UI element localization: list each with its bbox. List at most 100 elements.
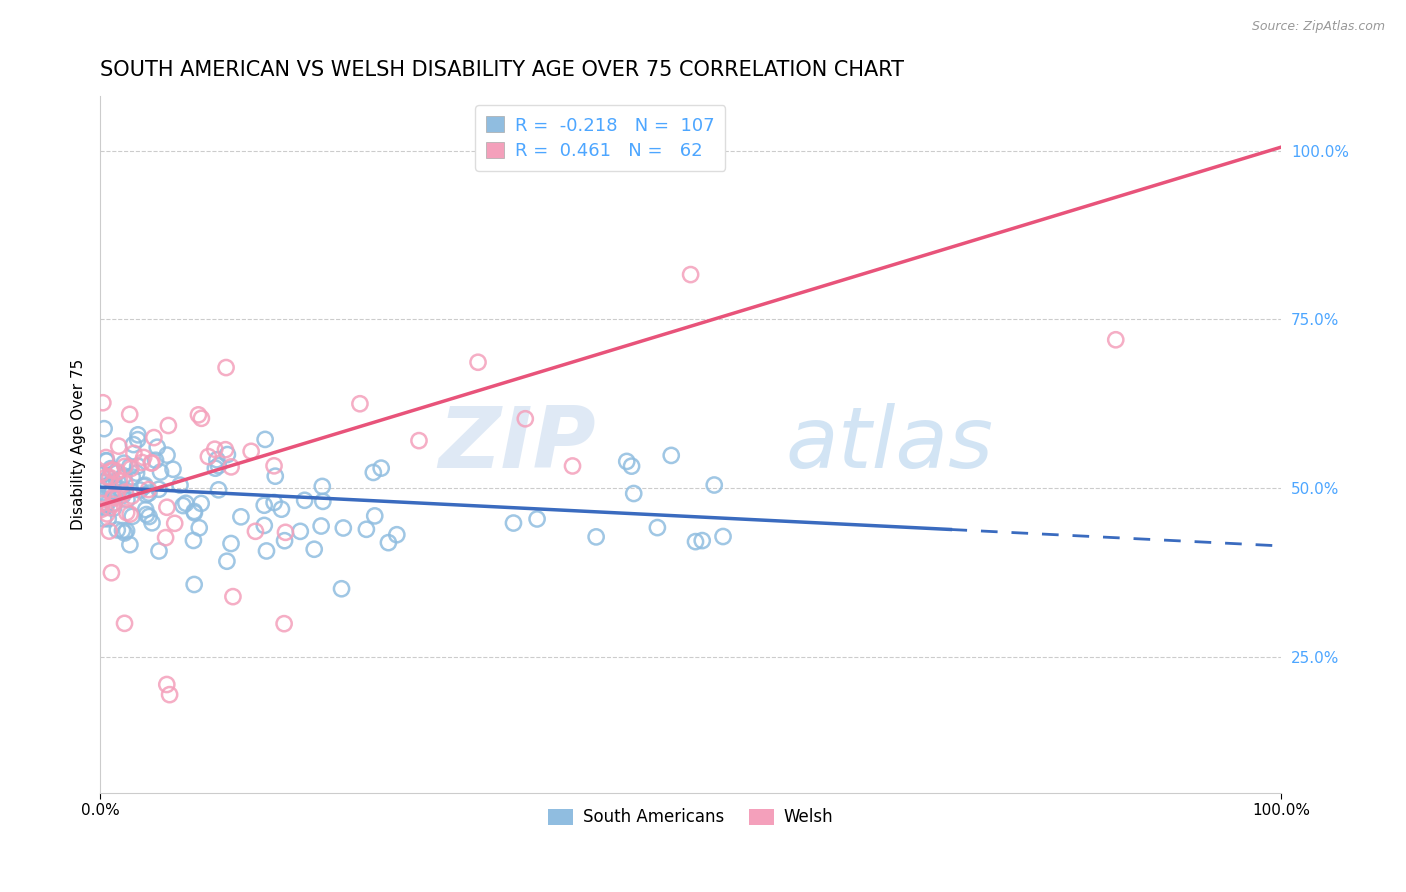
Point	[1105, 333, 1128, 347]
Text: ZIP: ZIP	[439, 403, 596, 486]
Point	[204, 442, 226, 457]
Point	[229, 509, 252, 524]
Point	[356, 522, 378, 536]
Point	[141, 456, 163, 470]
Point	[90, 475, 112, 489]
Point	[183, 533, 205, 548]
Point	[174, 496, 197, 510]
Point	[156, 677, 179, 691]
Point	[214, 442, 236, 457]
Point	[97, 512, 120, 526]
Point	[105, 466, 128, 480]
Point	[311, 479, 333, 493]
Point	[148, 544, 170, 558]
Point	[101, 490, 124, 504]
Point	[190, 496, 212, 510]
Point	[156, 500, 179, 515]
Point	[141, 456, 163, 470]
Point	[703, 478, 725, 492]
Point	[254, 433, 277, 447]
Point	[90, 467, 112, 482]
Point	[105, 523, 128, 537]
Point	[108, 474, 131, 488]
Point	[103, 475, 125, 489]
Point	[105, 465, 128, 479]
Point	[215, 360, 238, 375]
Point	[408, 434, 430, 448]
Point	[111, 524, 134, 538]
Point	[96, 479, 118, 493]
Point	[370, 461, 392, 475]
Point	[91, 491, 114, 505]
Point	[183, 506, 205, 520]
Point	[690, 533, 713, 548]
Point	[270, 502, 292, 516]
Legend: South Americans, Welsh: South Americans, Welsh	[541, 802, 841, 833]
Point	[90, 467, 112, 481]
Point	[111, 485, 134, 500]
Point	[142, 431, 165, 445]
Point	[122, 437, 145, 451]
Point	[91, 396, 114, 410]
Point	[207, 458, 229, 473]
Point	[204, 461, 226, 475]
Point	[623, 486, 645, 500]
Point	[561, 458, 583, 473]
Point	[121, 470, 143, 484]
Point	[156, 448, 179, 462]
Point	[332, 521, 354, 535]
Point	[96, 497, 118, 511]
Point	[149, 465, 172, 479]
Point	[157, 418, 180, 433]
Point	[100, 463, 122, 477]
Point	[219, 536, 242, 550]
Point	[120, 461, 142, 475]
Point	[253, 518, 276, 533]
Point	[274, 525, 297, 540]
Point	[190, 411, 212, 425]
Y-axis label: Disability Age Over 75: Disability Age Over 75	[72, 359, 86, 530]
Point	[263, 458, 285, 473]
Point	[110, 482, 132, 496]
Point	[127, 427, 149, 442]
Point	[616, 454, 638, 468]
Point	[659, 449, 682, 463]
Point	[98, 524, 121, 538]
Point	[145, 453, 167, 467]
Point	[100, 461, 122, 475]
Point	[159, 688, 181, 702]
Point	[103, 496, 125, 510]
Point	[135, 502, 157, 516]
Point	[679, 268, 702, 282]
Point	[101, 497, 124, 511]
Point	[96, 470, 118, 484]
Point	[364, 508, 387, 523]
Point	[96, 481, 118, 495]
Text: SOUTH AMERICAN VS WELSH DISABILITY AGE OVER 75 CORRELATION CHART: SOUTH AMERICAN VS WELSH DISABILITY AGE O…	[100, 60, 904, 79]
Point	[207, 483, 229, 497]
Point	[240, 444, 263, 458]
Point	[103, 501, 125, 516]
Point	[90, 502, 112, 516]
Point	[96, 507, 118, 521]
Point	[163, 516, 186, 531]
Point	[197, 450, 219, 464]
Point	[93, 512, 115, 526]
Point	[312, 494, 335, 508]
Point	[94, 500, 117, 515]
Point	[330, 582, 353, 596]
Point	[93, 422, 115, 436]
Point	[515, 411, 537, 425]
Point	[114, 616, 136, 631]
Point	[94, 450, 117, 465]
Point	[141, 516, 163, 530]
Point	[467, 355, 489, 369]
Point	[162, 462, 184, 476]
Point	[98, 500, 121, 515]
Point	[107, 439, 129, 453]
Point	[205, 452, 228, 467]
Point	[127, 433, 149, 447]
Point	[138, 483, 160, 497]
Point	[135, 488, 157, 502]
Point	[385, 527, 408, 541]
